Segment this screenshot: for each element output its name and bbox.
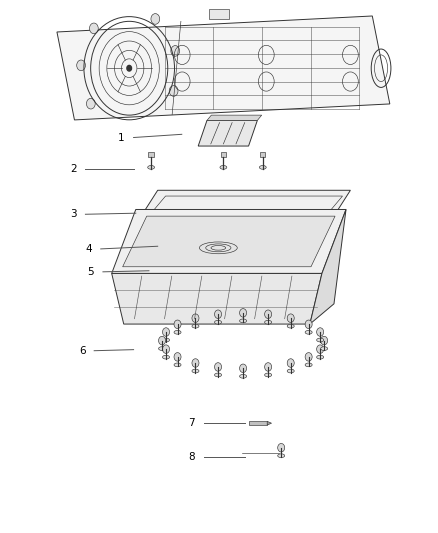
Ellipse shape	[240, 374, 247, 378]
Text: 4: 4	[85, 244, 92, 254]
Circle shape	[317, 328, 324, 336]
Polygon shape	[207, 115, 262, 120]
Polygon shape	[267, 421, 272, 425]
Ellipse shape	[317, 356, 324, 359]
Circle shape	[305, 320, 312, 328]
Circle shape	[215, 310, 222, 319]
Ellipse shape	[259, 165, 266, 169]
Ellipse shape	[148, 165, 155, 169]
Circle shape	[174, 353, 181, 361]
Circle shape	[192, 359, 199, 367]
Ellipse shape	[244, 239, 277, 252]
Circle shape	[192, 314, 199, 322]
Ellipse shape	[287, 369, 294, 373]
Ellipse shape	[218, 235, 251, 248]
Circle shape	[162, 328, 170, 336]
Polygon shape	[123, 216, 335, 266]
Circle shape	[265, 362, 272, 371]
Polygon shape	[57, 16, 390, 120]
Bar	[221, 152, 226, 157]
Ellipse shape	[215, 373, 222, 377]
Circle shape	[169, 86, 178, 96]
Ellipse shape	[162, 338, 170, 342]
Ellipse shape	[240, 319, 247, 322]
Bar	[209, 9, 229, 19]
Ellipse shape	[265, 373, 272, 377]
Ellipse shape	[162, 356, 170, 359]
Polygon shape	[198, 120, 257, 146]
Circle shape	[215, 362, 222, 371]
Ellipse shape	[265, 320, 272, 324]
Circle shape	[321, 336, 328, 345]
Polygon shape	[112, 273, 322, 324]
Text: 5: 5	[88, 267, 94, 277]
Circle shape	[287, 359, 294, 367]
Circle shape	[240, 309, 247, 317]
Circle shape	[305, 353, 312, 361]
Circle shape	[278, 443, 285, 452]
Ellipse shape	[287, 324, 294, 328]
Ellipse shape	[321, 346, 328, 351]
Ellipse shape	[215, 320, 222, 324]
Ellipse shape	[159, 346, 166, 351]
Circle shape	[317, 345, 324, 353]
Circle shape	[265, 310, 272, 319]
Ellipse shape	[174, 363, 181, 367]
Text: 6: 6	[79, 346, 85, 356]
Ellipse shape	[192, 324, 199, 328]
Text: 3: 3	[70, 209, 77, 219]
Circle shape	[86, 98, 95, 109]
Circle shape	[171, 45, 180, 56]
Text: 2: 2	[70, 164, 77, 174]
Ellipse shape	[317, 338, 324, 342]
Circle shape	[240, 364, 247, 373]
Text: 1: 1	[118, 133, 125, 142]
Ellipse shape	[192, 369, 199, 373]
Ellipse shape	[278, 454, 285, 457]
Circle shape	[89, 23, 98, 34]
Circle shape	[159, 336, 166, 345]
Ellipse shape	[305, 330, 312, 334]
Circle shape	[127, 66, 131, 71]
Circle shape	[151, 14, 160, 25]
Circle shape	[162, 345, 170, 353]
Text: 8: 8	[188, 453, 195, 462]
Ellipse shape	[220, 165, 227, 169]
Circle shape	[174, 320, 181, 328]
Ellipse shape	[174, 330, 181, 334]
Polygon shape	[127, 190, 350, 238]
Bar	[148, 152, 154, 157]
Ellipse shape	[305, 363, 312, 367]
Circle shape	[77, 60, 85, 71]
Bar	[260, 152, 265, 157]
Polygon shape	[310, 209, 346, 324]
Bar	[249, 421, 267, 425]
Circle shape	[287, 314, 294, 322]
Polygon shape	[112, 209, 346, 273]
Text: 7: 7	[188, 418, 195, 428]
